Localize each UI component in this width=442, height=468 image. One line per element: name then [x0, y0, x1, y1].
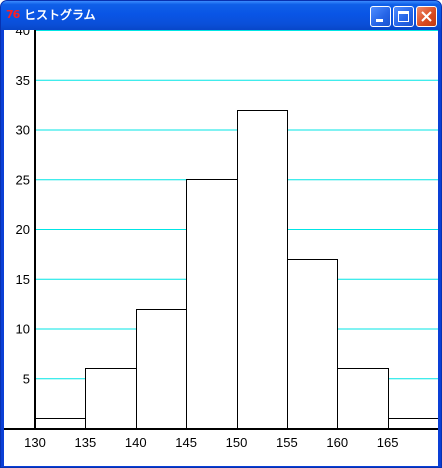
x-tick-label: 140 — [125, 435, 147, 450]
y-tick-labels: 5 10 15 20 25 30 35 40 — [16, 30, 30, 386]
histogram-bar — [35, 418, 86, 429]
x-tick-label: 145 — [175, 435, 197, 450]
histogram-bar — [237, 110, 288, 429]
y-tick-label: 20 — [16, 222, 30, 237]
x-tick-label: 150 — [226, 435, 248, 450]
x-tick-label: 130 — [24, 435, 46, 450]
y-tick-label: 40 — [16, 30, 30, 38]
y-tick-label: 5 — [23, 371, 30, 386]
histogram-bar — [186, 179, 238, 429]
y-tick-label: 30 — [16, 123, 30, 138]
y-tick-label: 35 — [16, 73, 30, 88]
x-tick-labels: 130 135 140 145 150 155 160 165 — [24, 435, 398, 450]
window-title: ヒストグラム — [24, 8, 96, 22]
histogram-canvas: 5 10 15 20 25 30 35 40 130 135 140 145 150 155 160 165 — [4, 30, 438, 466]
histogram-chart: 5 10 15 20 25 30 35 40 130 135 140 145 150 155 160 165 — [4, 30, 438, 450]
x-tick-label: 155 — [276, 435, 298, 450]
x-tick-label: 160 — [326, 435, 348, 450]
minimize-button[interactable] — [370, 6, 391, 27]
maximize-icon — [398, 11, 409, 22]
histogram-bars — [35, 110, 438, 429]
y-tick-label: 25 — [16, 172, 30, 187]
close-button[interactable] — [416, 6, 437, 27]
x-tick-label: 135 — [75, 435, 97, 450]
x-tick-label: 165 — [377, 435, 399, 450]
histogram-bar — [85, 368, 137, 429]
app-icon[interactable]: 76 — [6, 8, 20, 21]
title-bar[interactable]: 76 ヒストグラム — [1, 1, 441, 30]
histogram-bar — [388, 418, 438, 429]
y-tick-label: 10 — [16, 322, 30, 337]
close-icon — [421, 11, 432, 22]
y-tick-label: 15 — [16, 272, 30, 287]
minimize-icon — [376, 19, 383, 22]
histogram-bar — [287, 259, 338, 429]
maximize-button[interactable] — [393, 6, 414, 27]
histogram-bar — [136, 309, 187, 429]
histogram-bar — [337, 368, 389, 429]
